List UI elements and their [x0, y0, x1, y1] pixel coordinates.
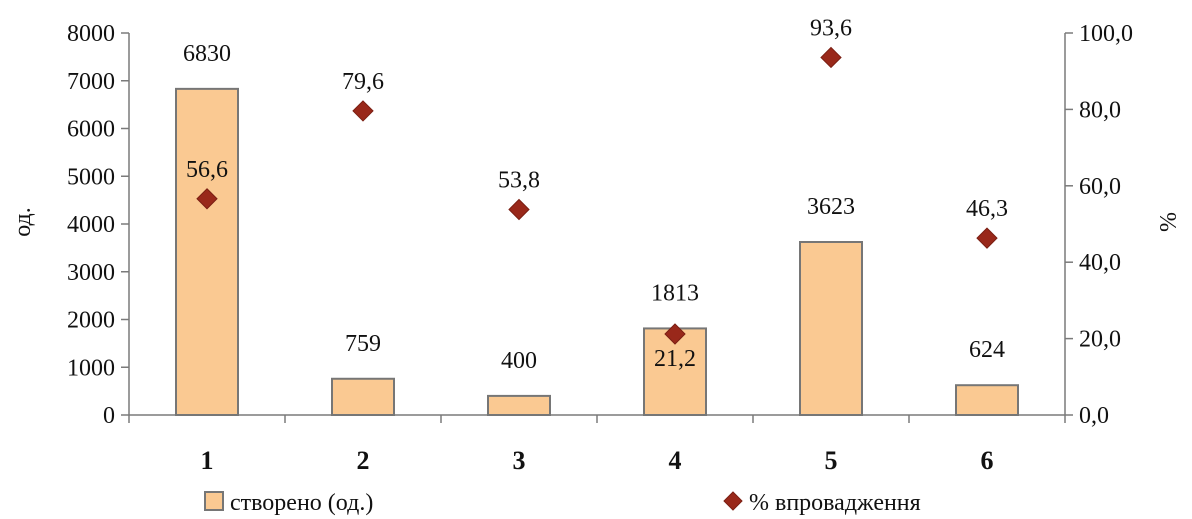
- right-axis-title: %: [1156, 212, 1182, 232]
- left-tick-label: 2000: [67, 308, 115, 334]
- x-tick-label: 2: [357, 446, 370, 475]
- right-tick-label: 60,0: [1079, 174, 1121, 200]
- percent-marker: [664, 323, 686, 345]
- bar: [799, 241, 863, 416]
- left-tick-label: 7000: [67, 69, 115, 95]
- legend-bar-label: створено (од.): [230, 490, 373, 516]
- bar-series: [175, 87, 1019, 417]
- percent-marker: [352, 100, 374, 122]
- percent-marker: [508, 198, 530, 221]
- left-tick-label: 8000: [67, 21, 115, 47]
- x-tick-label: 1: [201, 446, 214, 475]
- percent-series: [196, 46, 998, 345]
- bar-value-label: 6830: [183, 41, 231, 67]
- percent-marker: [820, 46, 842, 69]
- bar: [175, 87, 239, 417]
- left-tick-label: 6000: [67, 117, 115, 143]
- legend-percent-label: % впровадження: [749, 490, 921, 516]
- x-tick-label: 5: [825, 446, 838, 475]
- x-tick-label: 3: [513, 446, 526, 475]
- percent-value-label: 56,6: [186, 157, 228, 183]
- data-labels: 6830 759 400 1813 3623 624 56,6 79,6 53,8 21,2 93,…: [183, 15, 1008, 373]
- percent-marker: [196, 188, 218, 210]
- percent-value-label: 79,6: [342, 69, 384, 95]
- left-tick-label: 4000: [67, 212, 115, 238]
- percent-value-label: 53,8: [498, 167, 540, 193]
- percent-marker: [976, 227, 998, 249]
- left-tick-label: 1000: [67, 355, 115, 381]
- percent-value-label: 21,2: [654, 346, 696, 372]
- bar: [487, 394, 551, 416]
- right-tick-label: 0,0: [1079, 403, 1109, 429]
- percent-value-label: 93,6: [810, 15, 852, 41]
- right-tick-label: 80,0: [1079, 97, 1121, 123]
- bar-value-label: 759: [345, 331, 381, 357]
- left-axis-title: од.: [10, 207, 36, 237]
- bar-value-label: 1813: [651, 280, 699, 306]
- left-tick-label: 5000: [67, 164, 115, 190]
- legend-diamond-swatch: [723, 491, 743, 511]
- x-tick-label: 6: [981, 446, 994, 475]
- legend: створено (од.) % впровадження: [204, 490, 921, 516]
- axes: 0 1000 2000 3000 4000 5000 6000 7000 8000 0,0 20,0…: [67, 21, 1133, 475]
- left-tick-label: 3000: [67, 260, 115, 286]
- bar: [955, 384, 1019, 417]
- x-tick-label: 4: [669, 446, 682, 475]
- legend-bar-swatch: [204, 491, 224, 511]
- bar-value-label: 400: [501, 348, 537, 374]
- bar-value-label: 3623: [807, 194, 855, 220]
- percent-value-label: 46,3: [966, 196, 1008, 222]
- bar: [331, 377, 395, 416]
- left-tick-label: 0: [103, 403, 115, 429]
- right-tick-label: 40,0: [1079, 250, 1121, 276]
- bar-value-label: 624: [969, 337, 1005, 363]
- right-tick-label: 20,0: [1079, 327, 1121, 353]
- right-tick-label: 100,0: [1079, 21, 1133, 47]
